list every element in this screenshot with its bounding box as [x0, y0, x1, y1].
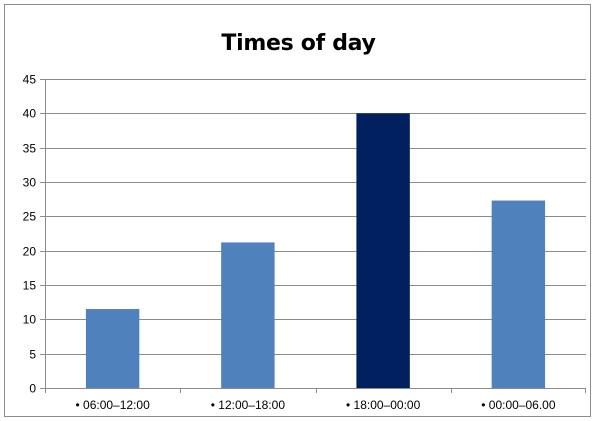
- y-tick-label: 5: [29, 348, 36, 362]
- y-tick-label: 35: [23, 142, 37, 156]
- bar: [356, 113, 410, 388]
- y-tick-label: 10: [23, 313, 37, 327]
- x-category-label: • 12:00–18:00: [211, 398, 286, 412]
- axes: [40, 79, 586, 393]
- y-tick-label: 15: [23, 279, 37, 293]
- chart-title: Times of day: [221, 31, 376, 56]
- x-category-label: • 06:00–12:00: [75, 398, 150, 412]
- y-tick-label: 40: [23, 107, 37, 121]
- x-category-label: • 00:00–06.00: [481, 398, 556, 412]
- y-tick-label: 25: [23, 210, 37, 224]
- y-tick-label: 0: [29, 382, 36, 396]
- labels: 0 5 10 15 20 25 30 35 40 45 • 06:00–12:00 • 12:00–1…: [23, 73, 556, 413]
- y-tick-label: 30: [23, 176, 37, 190]
- y-tick-label: 20: [23, 245, 37, 259]
- bars: [85, 113, 546, 388]
- bar: [491, 200, 546, 388]
- x-category-label: • 18:00–00:00: [346, 398, 421, 412]
- bar: [221, 242, 275, 388]
- y-tick-label: 45: [23, 73, 37, 87]
- bar: [85, 309, 140, 388]
